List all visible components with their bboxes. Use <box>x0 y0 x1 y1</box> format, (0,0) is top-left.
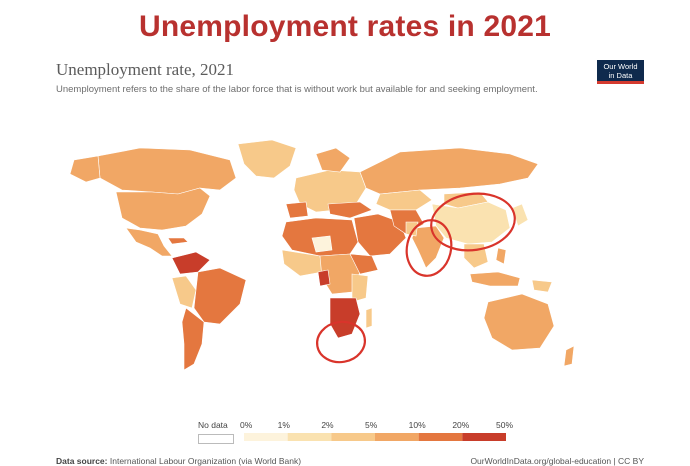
region-brazil[interactable] <box>193 267 247 325</box>
region-middle-east[interactable] <box>353 213 407 257</box>
legend-color-bar <box>244 433 506 441</box>
region-turkey-balkans[interactable] <box>327 201 373 219</box>
region-madagascar[interactable] <box>365 307 373 329</box>
region-papua-new-guinea[interactable] <box>531 279 553 293</box>
region-peru-bolivia[interactable] <box>171 275 197 309</box>
legend-tick-label: 5% <box>365 420 378 430</box>
legend-tick-label: 1% <box>277 420 290 430</box>
region-alaska[interactable] <box>69 155 101 183</box>
region-korea-japan[interactable] <box>511 203 529 227</box>
chart-title: Unemployment rate, 2021 <box>56 60 234 79</box>
region-mexico-central-america[interactable] <box>125 227 173 257</box>
legend-swatch-4 <box>418 433 463 441</box>
legend-no-data-label: No data <box>198 420 228 430</box>
chart-subtitle: Unemployment refers to the share of the … <box>56 84 538 95</box>
legend-tick-label: 10% <box>408 420 426 430</box>
region-colombia-venezuela[interactable] <box>171 251 211 275</box>
logo-line-1: Our World <box>603 62 638 71</box>
annotation-circle-india <box>405 219 453 277</box>
banner-title: Unemployment rates in 2021 <box>138 10 552 43</box>
region-sahel[interactable] <box>311 235 333 253</box>
legend-swatch-1 <box>287 433 332 441</box>
annotation-circle-southern-africa <box>316 320 366 364</box>
region-caribbean[interactable] <box>167 237 189 245</box>
region-australia[interactable] <box>483 293 555 351</box>
legend-swatch-3 <box>375 433 419 441</box>
legend-tick-label: 50% <box>496 420 514 430</box>
region-scandinavia[interactable] <box>315 147 351 173</box>
owid-logo[interactable]: Our World in Data <box>597 60 644 84</box>
legend-swatch-5 <box>462 433 506 441</box>
region-west-africa[interactable] <box>281 249 323 277</box>
region-east-africa[interactable] <box>351 273 369 303</box>
data-source-value: International Labour Organization (via W… <box>109 456 302 466</box>
annotation-circle-china <box>430 192 516 252</box>
world-map[interactable] <box>60 138 600 388</box>
region-indonesia[interactable] <box>469 271 521 287</box>
legend-swatch-0 <box>244 433 288 441</box>
logo-line-2: in Data <box>608 70 633 80</box>
source-url[interactable]: OurWorldInData.org/global-education | CC… <box>470 456 644 466</box>
region-china[interactable] <box>431 201 511 245</box>
region-southern-africa[interactable] <box>329 297 361 339</box>
legend-tick-label: 0% <box>240 420 253 430</box>
region-iberia[interactable] <box>285 201 309 219</box>
legend-tick-label: 2% <box>321 420 334 430</box>
region-philippines[interactable] <box>495 247 507 265</box>
region-argentina-chile[interactable] <box>181 307 205 371</box>
region-nigeria[interactable] <box>317 269 331 287</box>
region-horn-of-africa[interactable] <box>349 253 379 275</box>
region-usa[interactable] <box>115 187 211 231</box>
data-source-label: Data source: <box>56 456 108 466</box>
region-canada[interactable] <box>97 147 237 195</box>
legend-swatch-2 <box>331 433 375 441</box>
region-greenland[interactable] <box>237 139 297 179</box>
data-source: Data source: International Labour Organi… <box>56 456 301 466</box>
region-new-zealand[interactable] <box>563 345 575 367</box>
region-pakistan[interactable] <box>405 221 419 237</box>
legend-tick-label: 20% <box>452 420 470 430</box>
legend-no-data-swatch <box>198 434 234 444</box>
region-russia[interactable] <box>359 147 539 195</box>
